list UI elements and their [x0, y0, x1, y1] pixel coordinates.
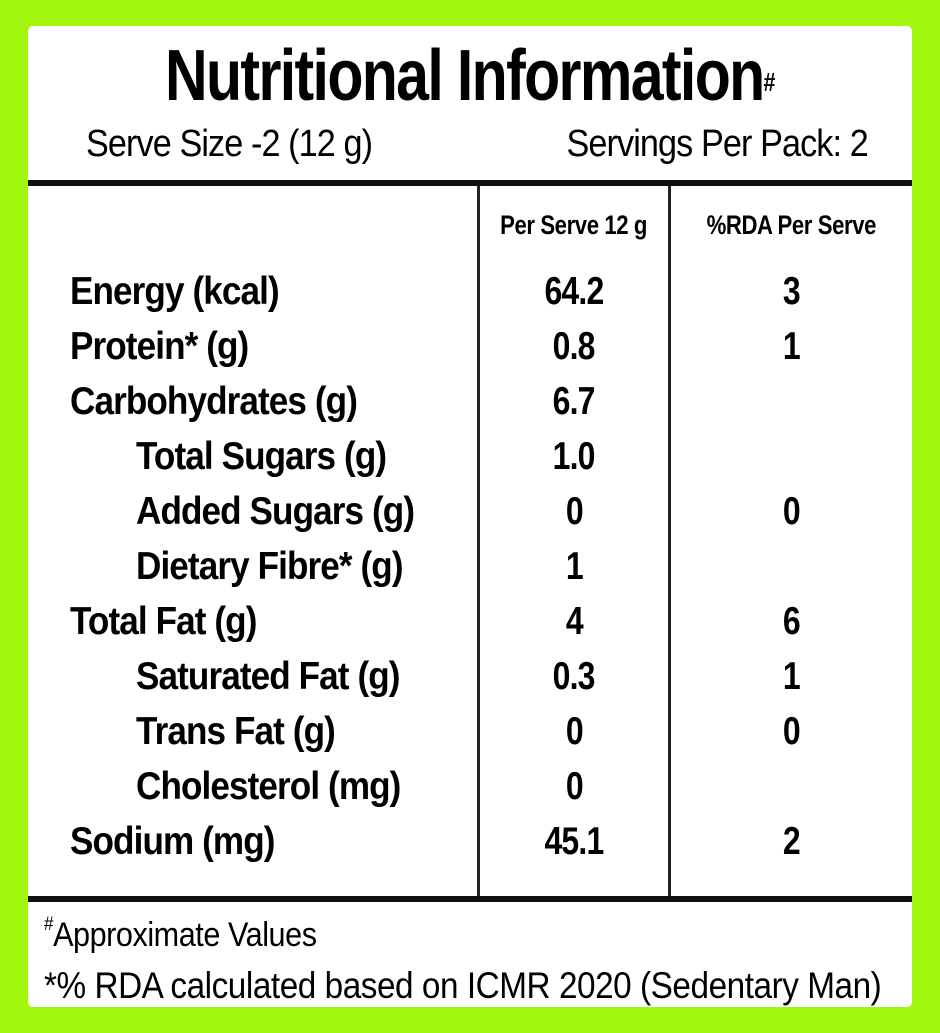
table-row: Total Fat (g) 4 6 — [28, 594, 912, 649]
nutrient-name: Added Sugars (g) — [136, 489, 415, 533]
rda-value: 1 — [668, 649, 912, 704]
per-serve-value: 0.3 — [477, 649, 668, 704]
table-row: Cholesterol (mg) 0 — [28, 759, 912, 814]
table-row: Trans Fat (g) 0 0 — [28, 704, 912, 759]
serve-size-text: Serve Size -2 (12 g) — [86, 122, 373, 165]
nutrient-name: Protein* (g) — [70, 324, 249, 368]
column-header-rda: %RDA Per Serve — [668, 186, 912, 264]
column-header-per-serve: Per Serve 12 g — [477, 186, 668, 264]
servings-per-pack-text: Servings Per Pack: 2 — [566, 122, 869, 165]
table-filler-row — [28, 869, 912, 896]
nutrient-name: Carbohydrates (g) — [70, 379, 358, 423]
top-divider-rule — [28, 180, 912, 186]
table-row: Energy (kcal) 64.2 3 — [28, 264, 912, 319]
title-superscript: # — [763, 67, 776, 97]
rda-value: 1 — [668, 319, 912, 374]
table-header-row: Per Serve 12 g %RDA Per Serve — [28, 186, 912, 264]
nutrient-name: Trans Fat (g) — [136, 709, 336, 753]
nutrient-name: Saturated Fat (g) — [136, 654, 400, 698]
table-row: Sodium (mg) 45.1 2 — [28, 814, 912, 869]
bottom-divider-rule — [28, 896, 912, 902]
title-text: Nutritional Information — [164, 36, 765, 116]
rda-value — [668, 539, 912, 594]
rda-value: 0 — [668, 704, 912, 759]
page-title: Nutritional Information# — [28, 34, 912, 118]
rda-value: 3 — [668, 264, 912, 319]
table-row: Protein* (g) 0.8 1 — [28, 319, 912, 374]
table-row: Total Sugars (g) 1.0 — [28, 429, 912, 484]
per-serve-value: 1 — [477, 539, 668, 594]
per-serve-value: 0 — [477, 704, 668, 759]
nutrient-name: Dietary Fibre* (g) — [136, 544, 404, 588]
header-spacer-cell — [28, 186, 477, 264]
footnote-approximate-values: #Approximate Values — [44, 914, 317, 954]
nutrient-name: Cholesterol (mg) — [136, 764, 401, 808]
nutrition-table: Per Serve 12 g %RDA Per Serve Energy (kc… — [28, 186, 912, 896]
per-serve-value: 1.0 — [477, 429, 668, 484]
per-serve-value: 64.2 — [477, 264, 668, 319]
rda-value — [668, 759, 912, 814]
nutrient-name: Energy (kcal) — [70, 269, 280, 313]
table-row: Dietary Fibre* (g) 1 — [28, 539, 912, 594]
table-row: Carbohydrates (g) 6.7 — [28, 374, 912, 429]
footnote-rda-basis: *% RDA calculated based on ICMR 2020 (Se… — [44, 965, 882, 1006]
label-card: Nutritional Information# Serve Size -2 (… — [28, 26, 912, 1007]
footnote-superscript: # — [44, 914, 54, 935]
per-serve-value: 0 — [477, 484, 668, 539]
per-serve-value: 6.7 — [477, 374, 668, 429]
rda-value: 6 — [668, 594, 912, 649]
footnotes: #Approximate Values *% RDA calculated ba… — [28, 902, 912, 1007]
nutrient-name: Total Sugars (g) — [136, 434, 387, 478]
rda-value: 0 — [668, 484, 912, 539]
rda-value: 2 — [668, 814, 912, 869]
per-serve-value: 4 — [477, 594, 668, 649]
rda-value — [668, 374, 912, 429]
rda-value — [668, 429, 912, 484]
per-serve-value: 0.8 — [477, 319, 668, 374]
nutrient-name: Total Fat (g) — [70, 599, 257, 643]
table-row: Saturated Fat (g) 0.3 1 — [28, 649, 912, 704]
nutrient-name: Sodium (mg) — [70, 819, 275, 863]
table-row: Added Sugars (g) 0 0 — [28, 484, 912, 539]
per-serve-value: 0 — [477, 759, 668, 814]
serving-info-row: Serve Size -2 (12 g) Servings Per Pack: … — [28, 118, 912, 168]
per-serve-value: 45.1 — [477, 814, 668, 869]
